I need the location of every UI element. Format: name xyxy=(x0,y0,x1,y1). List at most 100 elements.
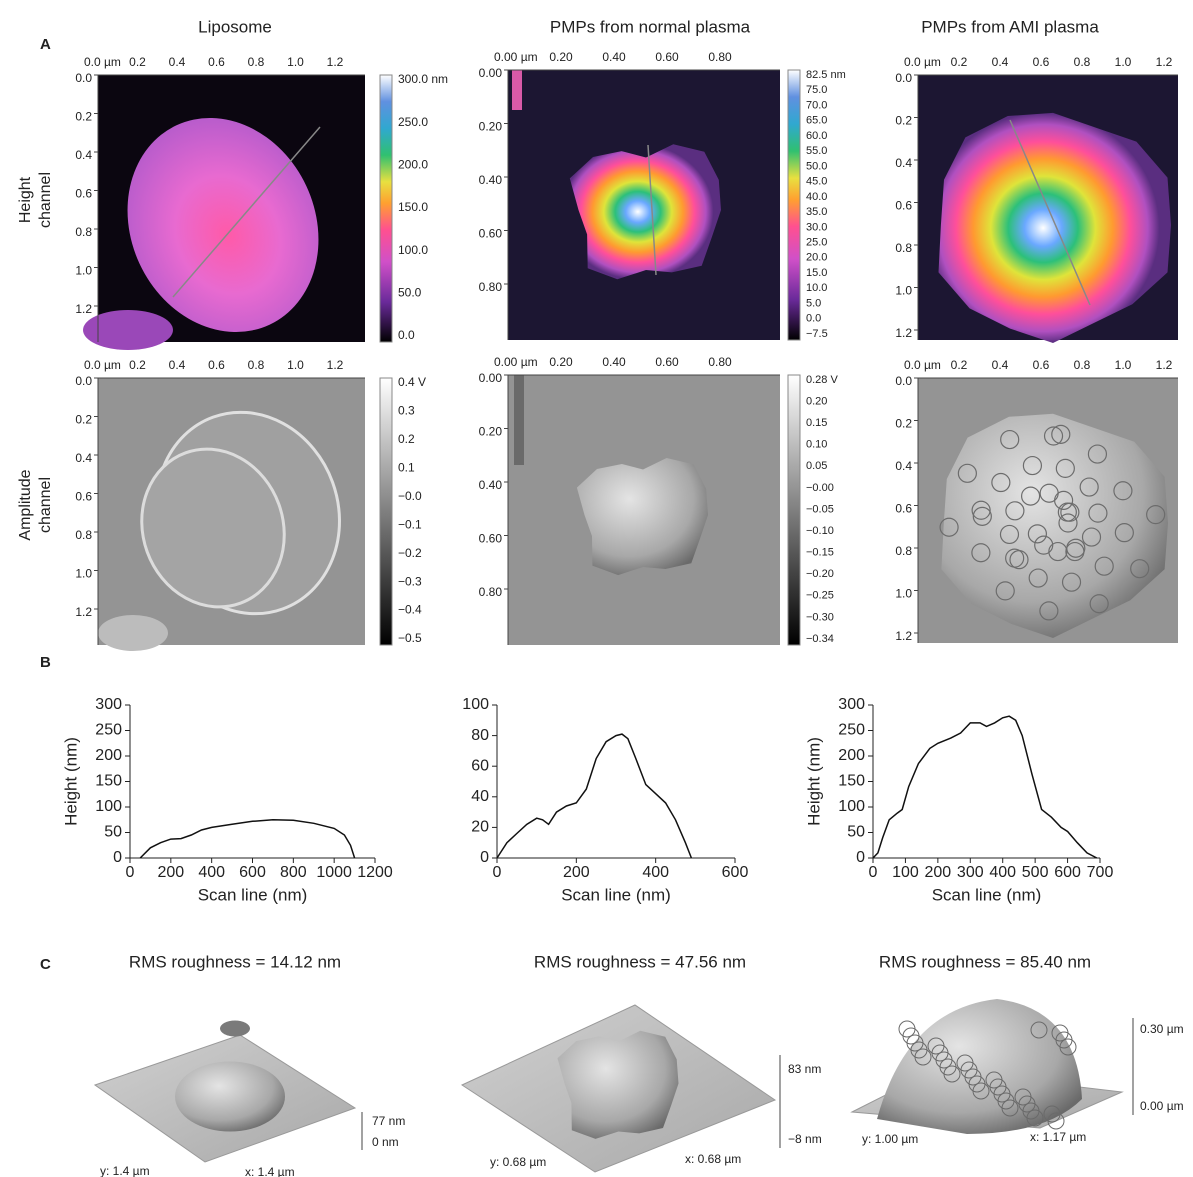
y-tick-label: 60 xyxy=(471,757,489,774)
left-tick-label: 1.2 xyxy=(75,302,92,316)
y-tick-label: 200 xyxy=(838,747,865,764)
left-tick-label: 0.0 xyxy=(895,374,912,388)
top-tick-label: 0.6 xyxy=(1033,55,1050,69)
colorbar-label: −0.3 xyxy=(398,574,422,588)
x-tick-label: 500 xyxy=(1022,864,1049,881)
left-tick-label: 0.4 xyxy=(895,156,912,170)
colorbar-label: −0.05 xyxy=(806,503,834,515)
x-axis-label: Scan line (nm) xyxy=(198,885,308,904)
colorbar-label: 0.28 V xyxy=(806,374,838,386)
left-tick-label: 0.40 xyxy=(479,478,503,492)
colorbar-label: −0.15 xyxy=(806,547,834,559)
top-tick-label: 0.20 xyxy=(549,355,573,369)
colorbar-label: −0.10 xyxy=(806,525,834,537)
left-tick-label: 0.2 xyxy=(75,110,92,124)
left-tick-label: 0.6 xyxy=(75,187,92,201)
particle xyxy=(577,458,708,575)
colorbar-label: 65.0 xyxy=(806,115,827,127)
colorbar-label: −7.5 xyxy=(806,328,828,340)
colorbar-label: 40.0 xyxy=(806,191,827,203)
top-tick-label: 0.4 xyxy=(992,55,1009,69)
colorbar-label: −0.4 xyxy=(398,603,422,617)
x-size-label: x: 0.68 µm xyxy=(685,1152,741,1166)
y-tick-label: 50 xyxy=(104,824,122,841)
colorbar-label: 300.0 nm xyxy=(398,72,448,86)
top-tick-label: 0.00 µm xyxy=(494,355,538,369)
y-tick-label: 0 xyxy=(856,849,865,866)
left-tick-label: 1.2 xyxy=(75,605,92,619)
column-title: Liposome xyxy=(198,17,272,36)
top-tick-label: 0.0 µm xyxy=(904,55,941,69)
data-line xyxy=(873,716,1097,858)
liposome-side xyxy=(98,615,168,651)
panel-label: A xyxy=(40,36,51,53)
left-tick-label: 0.4 xyxy=(75,148,92,162)
row-label: channel xyxy=(37,477,54,533)
top-tick-label: 0.2 xyxy=(951,55,968,69)
y-tick-label: 100 xyxy=(95,798,122,815)
data-line xyxy=(497,734,691,858)
left-tick-label: 0.80 xyxy=(479,280,503,294)
z-top-label: 77 nm xyxy=(372,1114,405,1128)
x-tick-label: 400 xyxy=(989,864,1016,881)
x-tick-label: 0 xyxy=(126,864,135,881)
height-image xyxy=(508,70,780,340)
colorbar-label: 0.10 xyxy=(806,439,827,451)
colorbar-label: 55.0 xyxy=(806,145,827,157)
top-tick-label: 0.2 xyxy=(129,358,146,372)
y-size-label: y: 1.00 µm xyxy=(862,1132,918,1146)
colorbar-label: 250.0 xyxy=(398,115,428,129)
colorbar-label: 30.0 xyxy=(806,221,827,233)
y-tick-label: 250 xyxy=(95,722,122,739)
edge-particle xyxy=(514,375,524,465)
top-tick-label: 0.8 xyxy=(248,358,265,372)
left-tick-label: 0.40 xyxy=(479,173,503,187)
colorbar-label: 0.0 xyxy=(806,313,821,325)
left-tick-label: 0.8 xyxy=(895,241,912,255)
left-tick-label: 0.6 xyxy=(895,502,912,516)
y-tick-label: 100 xyxy=(838,798,865,815)
colorbar-label: 0.3 xyxy=(398,404,415,418)
x-size-label: x: 1.4 µm xyxy=(245,1165,295,1177)
top-tick-label: 0.2 xyxy=(951,358,968,372)
column-title: PMPs from AMI plasma xyxy=(921,17,1099,36)
top-tick-label: 1.2 xyxy=(1156,358,1173,372)
top-tick-label: 0.80 xyxy=(708,50,732,64)
top-tick-label: 0.6 xyxy=(208,55,225,69)
left-tick-label: 0.8 xyxy=(895,544,912,558)
y-tick-label: 0 xyxy=(113,849,122,866)
top-tick-label: 1.2 xyxy=(327,358,344,372)
x-tick-label: 400 xyxy=(642,864,669,881)
y-tick-label: 80 xyxy=(471,727,489,744)
top-tick-label: 0.8 xyxy=(248,55,265,69)
left-tick-label: 1.0 xyxy=(75,264,92,278)
colorbar-label: −0.2 xyxy=(398,546,422,560)
x-size-label: x: 1.17 µm xyxy=(1030,1130,1086,1144)
x-tick-label: 200 xyxy=(157,864,184,881)
left-tick-label: 0.4 xyxy=(75,451,92,465)
left-tick-label: 0.6 xyxy=(895,199,912,213)
left-tick-label: 0.0 xyxy=(75,71,92,85)
x-tick-label: 600 xyxy=(1054,864,1081,881)
y-size-label: y: 1.4 µm xyxy=(100,1164,150,1177)
top-tick-label: 0.8 xyxy=(1074,358,1091,372)
y-tick-label: 150 xyxy=(838,773,865,790)
top-tick-label: 0.0 µm xyxy=(84,55,121,69)
x-tick-label: 600 xyxy=(239,864,266,881)
top-tick-label: 0.60 xyxy=(655,355,679,369)
top-tick-label: 1.0 xyxy=(1115,55,1132,69)
colorbar-label: 75.0 xyxy=(806,84,827,96)
y-axis-label: Height (nm) xyxy=(804,737,823,826)
left-tick-label: 1.2 xyxy=(895,326,912,340)
left-tick-label: 0.2 xyxy=(895,114,912,128)
x-tick-label: 800 xyxy=(280,864,307,881)
x-axis-label: Scan line (nm) xyxy=(561,885,671,904)
colorbar-label: 0.15 xyxy=(806,417,827,429)
top-tick-label: 0.40 xyxy=(602,355,626,369)
colorbar-label: −0.00 xyxy=(806,482,834,494)
y-tick-label: 300 xyxy=(838,696,865,713)
x-tick-label: 100 xyxy=(892,864,919,881)
colorbar xyxy=(788,70,800,340)
left-tick-label: 0.60 xyxy=(479,532,503,546)
z-bottom-label: 0 nm xyxy=(372,1135,399,1149)
